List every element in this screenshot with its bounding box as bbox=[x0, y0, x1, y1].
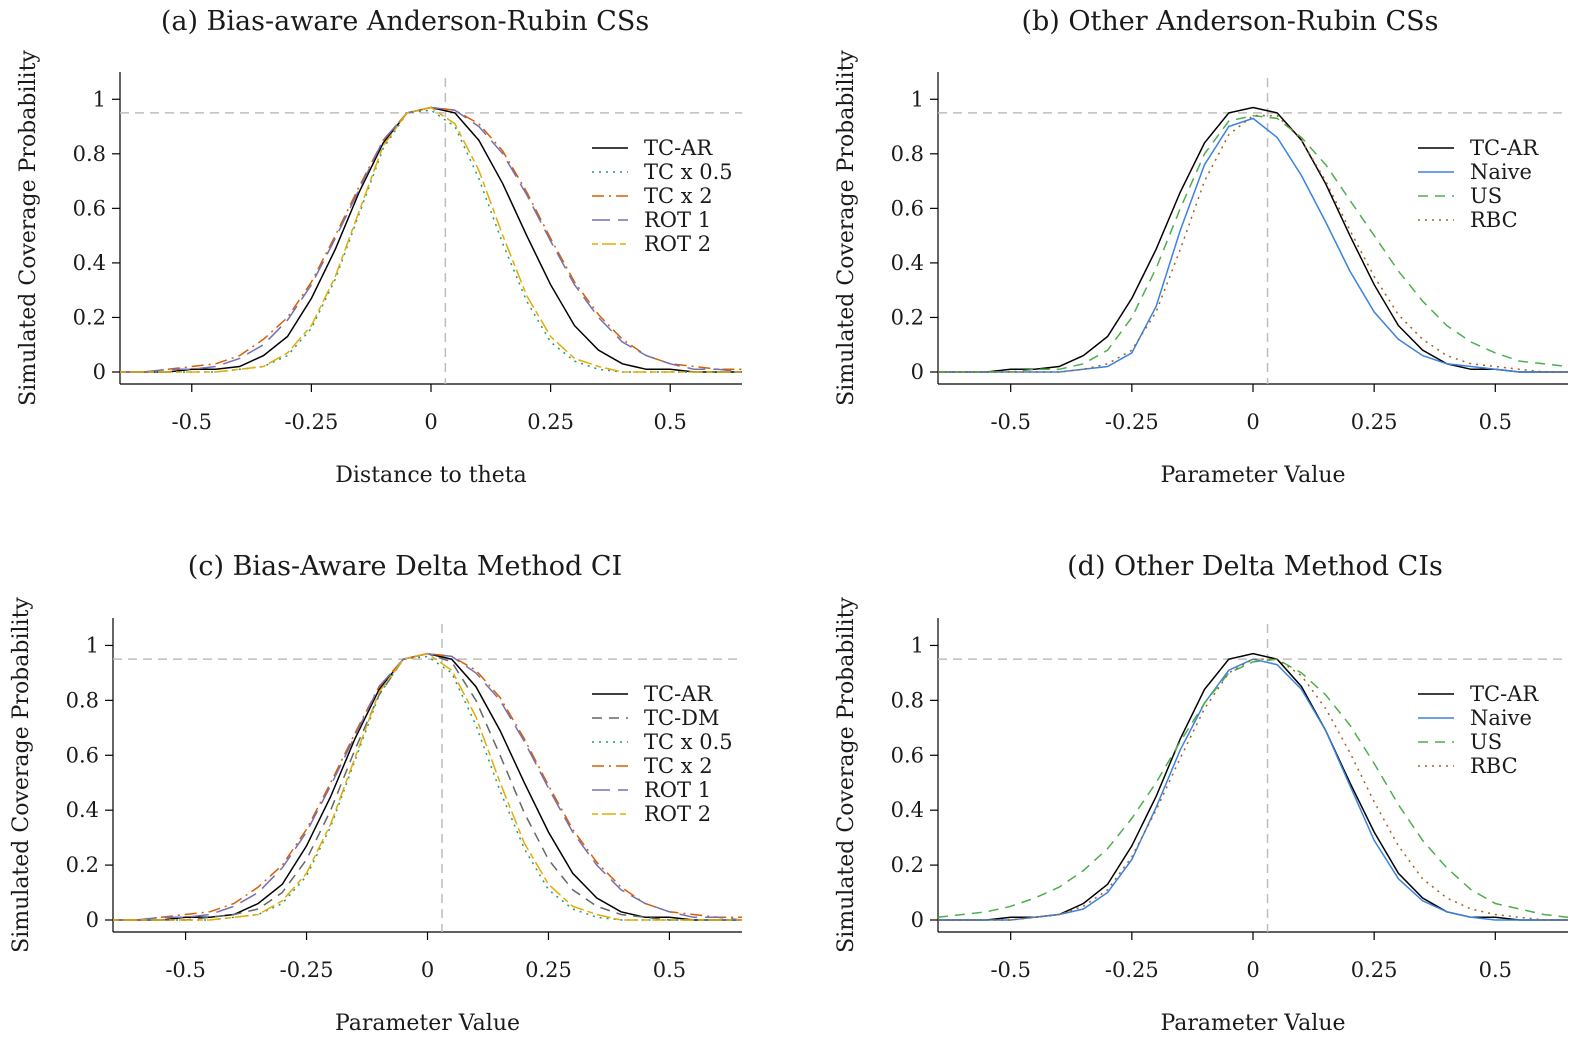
x-tick-label: 0.25 bbox=[1351, 958, 1398, 982]
panel-c-x-label: Parameter Value bbox=[335, 1011, 520, 1036]
series-line-tc-x-2 bbox=[120, 106, 742, 373]
legend-label: TC x 2 bbox=[644, 754, 713, 778]
y-tick-label: 1 bbox=[911, 633, 924, 657]
x-tick-label: -0.5 bbox=[165, 958, 206, 982]
x-tick-label: -0.25 bbox=[1105, 958, 1159, 982]
x-tick-label: 0.25 bbox=[527, 410, 574, 434]
x-tick-label: 0.25 bbox=[1351, 410, 1398, 434]
x-tick-label: -0.5 bbox=[990, 958, 1031, 982]
legend-label: TC-DM bbox=[644, 706, 720, 730]
x-tick-label: 0.25 bbox=[525, 958, 572, 982]
legend-label: ROT 2 bbox=[644, 232, 711, 256]
x-tick-label: 0.5 bbox=[653, 958, 686, 982]
x-tick-label: -0.5 bbox=[172, 410, 213, 434]
panel-a-y-label: Simulated Coverage Probability bbox=[16, 50, 41, 406]
y-tick-label: 1 bbox=[93, 87, 106, 111]
panel-b-y-label: Simulated Coverage Probability bbox=[834, 50, 859, 406]
y-tick-label: 0.6 bbox=[891, 743, 924, 767]
y-tick-label: 0 bbox=[86, 908, 99, 932]
legend-label: TC x 0.5 bbox=[644, 730, 733, 754]
y-tick-label: 0.6 bbox=[891, 196, 924, 220]
series-line-tc-ar bbox=[938, 106, 1568, 373]
x-tick-label: 0 bbox=[1246, 958, 1259, 982]
x-tick-label: 0.5 bbox=[1479, 410, 1512, 434]
panel-a-x-label: Distance to theta bbox=[335, 463, 527, 488]
y-tick-label: 0.8 bbox=[66, 688, 99, 712]
series-line-rbc bbox=[938, 658, 1568, 921]
y-tick-label: 0 bbox=[911, 360, 924, 384]
panel-b-title: (b) Other Anderson-Rubin CSs bbox=[1021, 6, 1438, 37]
x-tick-label: 0 bbox=[1246, 410, 1259, 434]
legend-label: TC-AR bbox=[644, 136, 713, 160]
panel-d-title: (d) Other Delta Method CIs bbox=[1067, 551, 1443, 582]
y-tick-label: 0.2 bbox=[891, 305, 924, 329]
y-tick-label: 0.8 bbox=[891, 688, 924, 712]
y-tick-label: 0.6 bbox=[73, 196, 106, 220]
legend-label: TC-AR bbox=[1470, 136, 1539, 160]
legend-label: RBC bbox=[1470, 208, 1518, 232]
legend-label: TC-AR bbox=[1470, 682, 1539, 706]
y-tick-label: 1 bbox=[911, 87, 924, 111]
y-tick-label: 0.4 bbox=[66, 798, 99, 822]
panel-a: (a) Bias-aware Anderson-Rubin CSs 0 0.2 0.… bbox=[16, 6, 743, 488]
legend-label: Naive bbox=[1470, 160, 1532, 184]
y-tick-label: 0 bbox=[911, 908, 924, 932]
y-tick-label: 0 bbox=[93, 360, 106, 384]
y-tick-label: 0.4 bbox=[891, 251, 924, 275]
x-tick-label: -0.5 bbox=[990, 410, 1031, 434]
y-tick-label: 0.2 bbox=[891, 853, 924, 877]
legend-label: ROT 1 bbox=[644, 208, 711, 232]
panel-d-x-label: Parameter Value bbox=[1160, 1011, 1345, 1036]
y-tick-label: 0.6 bbox=[66, 743, 99, 767]
x-tick-label: 0.5 bbox=[1479, 958, 1512, 982]
x-tick-label: 0 bbox=[421, 958, 434, 982]
x-tick-label: -0.25 bbox=[1105, 410, 1159, 434]
series-line-us bbox=[937, 658, 1569, 919]
legend-label: TC x 2 bbox=[644, 184, 713, 208]
y-tick-label: 0.8 bbox=[891, 142, 924, 166]
x-tick-label: 0 bbox=[424, 410, 437, 434]
legend-label: US bbox=[1470, 184, 1502, 208]
x-tick-label: 0.5 bbox=[654, 410, 687, 434]
legend-label: ROT 2 bbox=[644, 802, 711, 826]
y-tick-label: 0.4 bbox=[73, 251, 106, 275]
y-tick-label: 0.2 bbox=[66, 853, 99, 877]
legend-label: ROT 1 bbox=[644, 778, 711, 802]
legend-label: Naive bbox=[1470, 706, 1532, 730]
y-tick-label: 0.2 bbox=[73, 305, 106, 329]
y-tick-label: 1 bbox=[86, 633, 99, 657]
series-line-us bbox=[938, 114, 1569, 373]
legend-label: RBC bbox=[1470, 754, 1518, 778]
panel-c-y-label: Simulated Coverage Probability bbox=[9, 597, 34, 953]
panel-d-y-label: Simulated Coverage Probability bbox=[834, 597, 859, 953]
y-tick-label: 0.4 bbox=[891, 798, 924, 822]
panel-c-title: (c) Bias-Aware Delta Method CI bbox=[188, 551, 622, 582]
panel-b: (b) Other Anderson-Rubin CSs 0 0.2 0.4 0.6 0… bbox=[834, 6, 1569, 488]
series-line-rot-2 bbox=[120, 106, 742, 373]
legend-label: TC x 0.5 bbox=[644, 160, 733, 184]
legend-label: TC-AR bbox=[644, 682, 713, 706]
legend-label: US bbox=[1470, 730, 1502, 754]
panel-d: (d) Other Delta Method CIs 0 0.2 0.4 0.6 0.8… bbox=[834, 551, 1569, 1036]
panel-a-title: (a) Bias-aware Anderson-Rubin CSs bbox=[161, 6, 649, 37]
panel-b-x-label: Parameter Value bbox=[1160, 463, 1345, 488]
x-tick-label: -0.25 bbox=[280, 958, 334, 982]
panel-c: (c) Bias-Aware Delta Method CI 0 0.2 0.4 0.… bbox=[9, 551, 743, 1036]
x-tick-label: -0.25 bbox=[284, 410, 338, 434]
series-line-rot-2 bbox=[113, 652, 742, 921]
series-line-rbc bbox=[938, 114, 1568, 373]
y-tick-label: 0.8 bbox=[73, 142, 106, 166]
